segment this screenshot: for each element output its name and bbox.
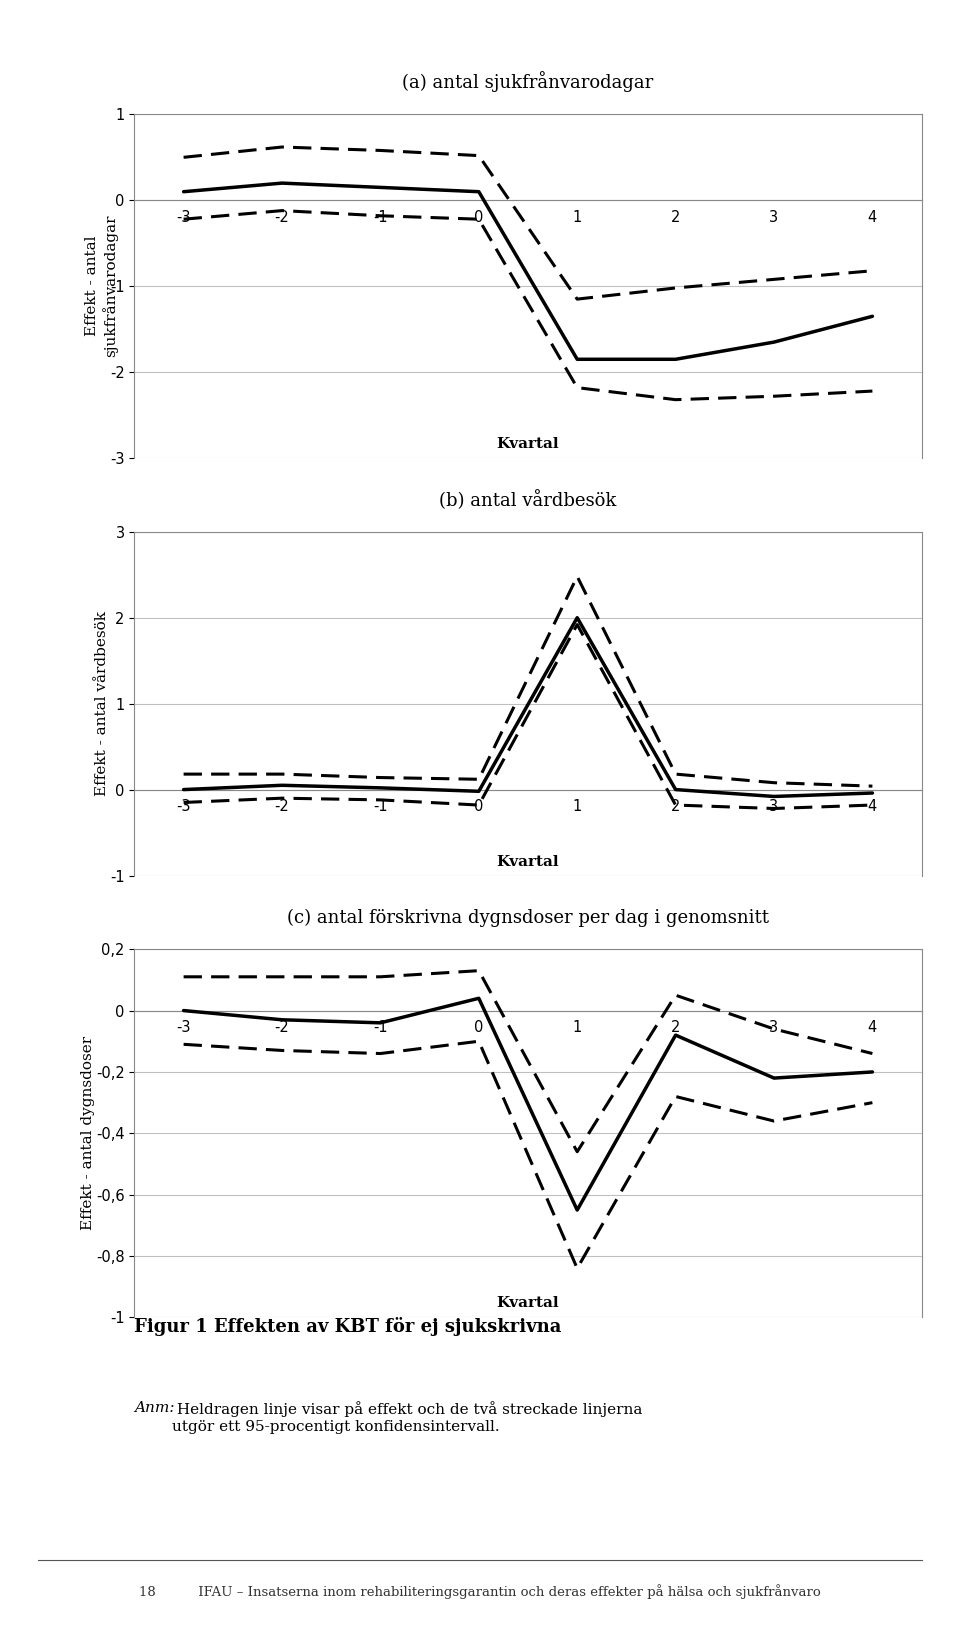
Text: Figur 1 Effekten av KBT för ej sjukskrivna: Figur 1 Effekten av KBT för ej sjukskriv… [134,1317,562,1337]
Text: Heldragen linje visar på effekt och de två streckade linjerna
utgör ett 95-proce: Heldragen linje visar på effekt och de t… [172,1402,642,1434]
Text: (a) antal sjukfrånvarodagar: (a) antal sjukfrånvarodagar [402,72,654,93]
Text: Kvartal: Kvartal [496,438,560,451]
Text: 18          IFAU – Insatserna inom rehabiliteringsgarantin och deras effekter på: 18 IFAU – Insatserna inom rehabilitering… [139,1584,821,1599]
Text: (c) antal förskrivna dygnsdoser per dag i genomsnitt: (c) antal förskrivna dygnsdoser per dag … [287,908,769,926]
Text: Kvartal: Kvartal [496,855,560,869]
Y-axis label: Effekt - antal vårdbesök: Effekt - antal vårdbesök [95,610,108,796]
Text: (b) antal vårdbesök: (b) antal vårdbesök [440,490,616,510]
Y-axis label: Effekt - antal
sjukfrånvarodagar: Effekt - antal sjukfrånvarodagar [85,215,118,358]
Text: Kvartal: Kvartal [496,1296,560,1311]
Y-axis label: Effekt - antal dygnsdoser: Effekt - antal dygnsdoser [81,1037,95,1231]
Text: Anm:: Anm: [134,1402,175,1415]
